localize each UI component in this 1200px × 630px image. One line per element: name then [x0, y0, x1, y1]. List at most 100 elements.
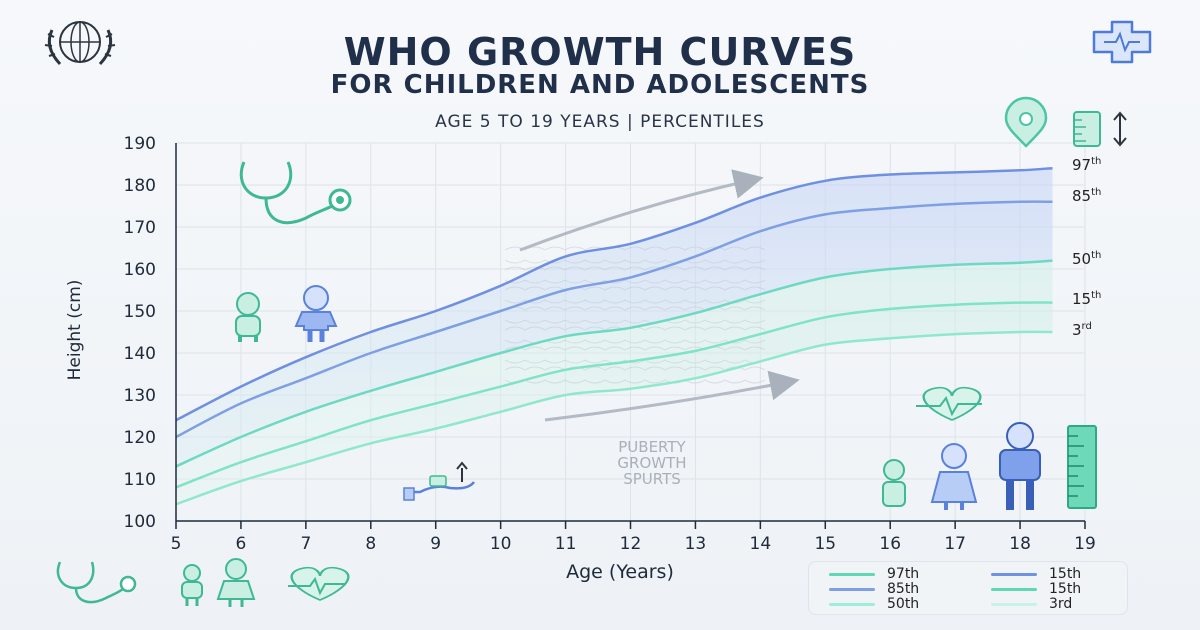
- wave-line: [504, 359, 766, 364]
- wave-line: [504, 266, 766, 271]
- puberty-wave-texture: [504, 246, 766, 384]
- legend-label: 3rd: [1049, 596, 1073, 612]
- y-tick-label: 140: [124, 344, 156, 364]
- x-tick-label: 11: [555, 534, 577, 554]
- x-tick-label: 14: [750, 534, 772, 554]
- medical-cross-icon: [1092, 20, 1152, 64]
- puberty-arrow-upper: [519, 169, 764, 252]
- legend-swatch: [829, 602, 875, 606]
- legend-swatch: [991, 602, 1037, 606]
- subtitle-age-range: AGE 5 TO 19 YEARS: [435, 112, 621, 132]
- chart-legend: 97th 15th 85th 15th 50th 3rd: [808, 561, 1128, 615]
- puberty-annotation-line-1: PUBERTY: [618, 438, 686, 456]
- legend-item-15th-blue: 15th: [991, 566, 1081, 582]
- percentile-band: [176, 201, 1053, 467]
- x-tick-label: 9: [430, 534, 441, 554]
- legend-item-3rd: 3rd: [991, 596, 1072, 612]
- percentile-band: [176, 168, 1053, 437]
- x-tick-label: 6: [236, 534, 247, 554]
- wave-line: [504, 299, 766, 304]
- end-label-97th: 97th: [1072, 156, 1101, 174]
- x-tick-label: 7: [300, 534, 311, 554]
- legend-label: 50th: [887, 596, 920, 612]
- hand-growth-icon: [403, 461, 475, 501]
- chart-subtitle: AGE 5 TO 19 YEARS | PERCENTILES: [0, 112, 1200, 132]
- x-tick-label: 12: [620, 534, 642, 554]
- end-label-50th: 50th: [1072, 250, 1101, 268]
- stethoscope-icon: [239, 161, 352, 225]
- y-tick-label: 100: [124, 512, 156, 532]
- series-line-97th: [175, 166, 1053, 422]
- x-tick-label: 16: [879, 534, 901, 554]
- legend-label: 97th: [887, 566, 920, 582]
- ruler-tall-icon: [1067, 425, 1097, 509]
- percentile-band: [176, 260, 1053, 488]
- y-tick-label: 170: [124, 218, 156, 238]
- wave-line: [504, 319, 766, 324]
- legend-item-85th: 85th: [829, 581, 919, 597]
- children-icon: [235, 285, 338, 342]
- puberty-annotation-line-2: GROWTH: [617, 454, 686, 472]
- family-icon: [882, 422, 1041, 510]
- chart-title: WHO GROWTH CURVES: [343, 30, 857, 74]
- wave-line: [504, 259, 766, 264]
- y-tick-label: 110: [124, 470, 156, 490]
- axes: 100 110 120 130 140 150 160 170 180 190 5 6 7 8 9 10 11 1…: [124, 134, 1096, 554]
- x-tick-label: 17: [944, 534, 966, 554]
- legend-swatch: [829, 587, 875, 591]
- legend-item-97th: 97th: [829, 566, 919, 582]
- y-tick-label: 180: [124, 176, 156, 196]
- percentile-band: [176, 302, 1053, 505]
- series-line-15th: [175, 301, 1053, 489]
- legend-item-15th-green: 15th: [991, 581, 1081, 597]
- wave-line: [504, 379, 766, 384]
- wave-line: [504, 306, 766, 311]
- ruler-icon: [1073, 111, 1127, 147]
- x-tick-label: 15: [814, 534, 836, 554]
- wave-line: [504, 286, 766, 291]
- end-label-85th: 85th: [1072, 187, 1101, 205]
- wave-line: [504, 246, 766, 251]
- chart-title-line-2: FOR CHILDREN AND ADOLESCENTS: [330, 70, 870, 100]
- series-line-50th: [175, 259, 1053, 468]
- heart-pulse-icon: [916, 386, 982, 421]
- y-axis-title: Height (cm): [65, 280, 85, 381]
- percentile-lines: [175, 166, 1053, 506]
- location-pin-icon: [1004, 96, 1048, 148]
- legend-swatch: [991, 587, 1037, 591]
- end-label-3rd: 3rd: [1072, 321, 1092, 339]
- x-tick-label: 5: [171, 534, 182, 554]
- y-tick-label: 160: [124, 260, 156, 280]
- who-emblem-icon: [44, 21, 116, 66]
- subtitle-separator: |: [627, 112, 634, 132]
- series-line-85th: [175, 200, 1053, 439]
- legend-item-50th: 50th: [829, 596, 919, 612]
- y-tick-label: 190: [124, 134, 156, 154]
- y-tick-label: 150: [124, 302, 156, 322]
- legend-label: 15th: [1049, 581, 1082, 597]
- x-axis-title: Age (Years): [566, 561, 674, 583]
- x-tick-label: 19: [1074, 534, 1096, 554]
- percentile-end-labels: 97th 85th 50th 15th 3rd: [1072, 156, 1101, 339]
- puberty-arrow-lower: [544, 370, 800, 422]
- heart-pulse-icon-bottom: [288, 566, 350, 601]
- legend-swatch: [991, 572, 1037, 576]
- wave-line: [504, 279, 766, 284]
- y-tick-label: 120: [124, 428, 156, 448]
- legend-label: 85th: [887, 581, 920, 597]
- subtitle-percentiles: PERCENTILES: [640, 112, 765, 132]
- wave-line: [504, 346, 766, 351]
- percentile-bands: [176, 168, 1053, 505]
- x-tick-label: 10: [490, 534, 512, 554]
- y-tick-label: 130: [124, 386, 156, 406]
- x-tick-label: 13: [685, 534, 707, 554]
- legend-swatch: [829, 572, 875, 576]
- legend-label: 15th: [1049, 566, 1082, 582]
- series-line-3rd: [175, 330, 1053, 506]
- x-tick-label: 8: [365, 534, 376, 554]
- puberty-annotation-line-3: SPURTS: [623, 470, 681, 488]
- wave-line: [504, 366, 766, 371]
- x-tick-label: 18: [1009, 534, 1031, 554]
- children-icon-bottom: [181, 558, 256, 607]
